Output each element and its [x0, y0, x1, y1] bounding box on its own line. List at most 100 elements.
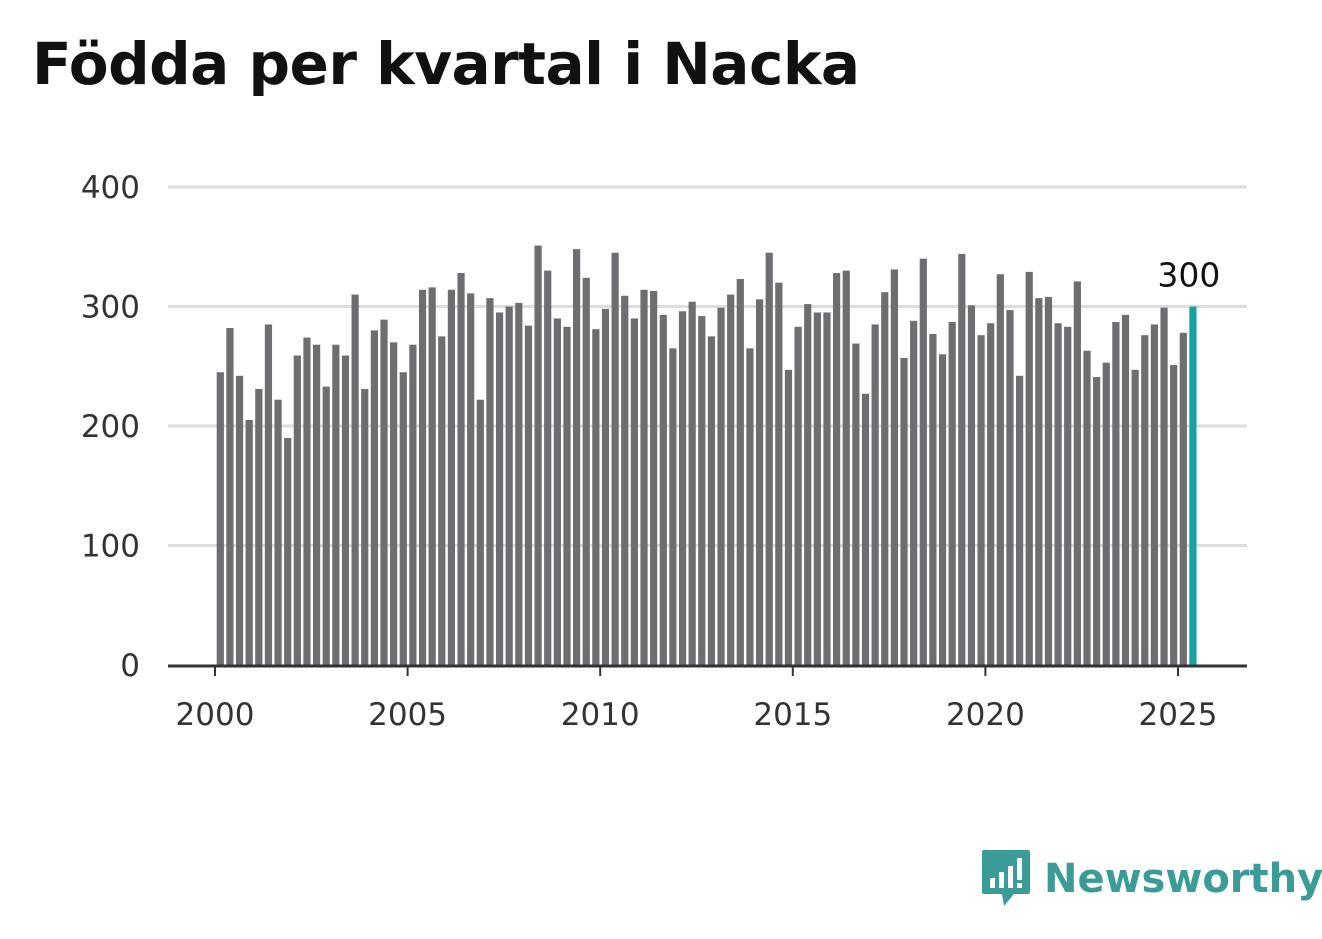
bar	[688, 301, 696, 665]
bar	[573, 249, 581, 665]
bar	[1073, 281, 1081, 665]
bar	[322, 386, 330, 665]
bar	[553, 318, 561, 665]
bar	[515, 302, 523, 665]
x-tick-label-2010: 2010	[561, 697, 640, 733]
bar	[659, 314, 667, 665]
bar	[428, 287, 436, 665]
bar	[621, 295, 629, 665]
y-tick-label-400: 400	[81, 170, 140, 206]
y-tick-label-200: 200	[81, 409, 140, 445]
bar	[1160, 307, 1168, 665]
bar	[987, 323, 995, 665]
bar	[996, 274, 1004, 665]
bar	[303, 337, 311, 665]
x-tick-label-2025: 2025	[1139, 697, 1218, 733]
bar	[1025, 271, 1033, 665]
bar	[467, 293, 475, 665]
bar	[1141, 335, 1149, 665]
bar	[351, 294, 359, 665]
latest-value-label: 300	[1157, 256, 1220, 295]
bar	[447, 289, 456, 665]
bar	[274, 399, 282, 665]
bar	[746, 348, 754, 665]
bar	[775, 282, 783, 665]
bar	[457, 273, 465, 665]
bar	[1131, 369, 1139, 665]
bar	[534, 245, 542, 665]
bar	[707, 336, 716, 665]
bar	[438, 336, 446, 665]
bar	[650, 290, 658, 665]
y-tick-label-300: 300	[81, 290, 140, 326]
bar	[1015, 375, 1024, 665]
bar	[601, 308, 610, 665]
bar	[312, 344, 321, 665]
bar	[929, 333, 937, 665]
bar	[1121, 314, 1130, 665]
bar	[717, 307, 725, 665]
bar	[938, 354, 947, 665]
bar	[1102, 362, 1110, 665]
bar	[264, 324, 273, 665]
bar	[784, 369, 793, 665]
bar	[495, 312, 504, 665]
bar	[881, 292, 889, 665]
bar	[235, 375, 244, 665]
bar	[804, 304, 812, 665]
brand-logo: Newsworthy	[980, 848, 1322, 910]
y-axis-labels: 0 100 200 300 400	[81, 170, 140, 684]
x-axis-ticks	[214, 665, 1179, 676]
bar	[1044, 296, 1053, 665]
bar	[505, 306, 513, 665]
x-tick-label-2005: 2005	[368, 697, 447, 733]
bar	[910, 320, 918, 665]
bar	[380, 319, 388, 665]
bar	[871, 324, 879, 665]
bar	[1083, 350, 1091, 665]
bar	[332, 344, 340, 665]
bar	[813, 312, 821, 665]
bar	[592, 329, 600, 665]
bar	[226, 328, 234, 665]
bar	[1179, 332, 1187, 665]
bar	[1150, 324, 1159, 665]
bar	[823, 312, 831, 665]
bar	[1006, 310, 1014, 665]
bar	[630, 318, 638, 665]
bar	[698, 316, 706, 665]
bar	[245, 420, 253, 665]
bar	[524, 325, 533, 665]
bar	[727, 294, 735, 665]
bar	[833, 273, 841, 665]
bar	[486, 298, 494, 665]
bar	[409, 344, 417, 665]
y-tick-label-100: 100	[81, 529, 140, 565]
bar	[958, 253, 966, 666]
bar	[284, 437, 292, 665]
bar	[1064, 326, 1072, 665]
brand-name: Newsworthy	[1044, 856, 1322, 902]
bar	[977, 335, 985, 665]
x-tick-label-2000: 2000	[176, 697, 255, 733]
bar	[563, 326, 571, 665]
bar	[216, 372, 224, 665]
bar	[1093, 377, 1101, 665]
bar-chart: 0 100 200 300 400 2000 2005 2010 2015 2020 2025 3…	[81, 170, 1247, 733]
bar	[582, 277, 590, 665]
bar	[390, 342, 398, 665]
bar	[669, 348, 677, 665]
bar	[755, 299, 764, 665]
bar	[418, 289, 427, 665]
bars	[216, 245, 1197, 666]
bar	[794, 326, 802, 665]
newsworthy-logo-icon	[982, 850, 1030, 906]
bar	[1054, 323, 1062, 665]
bar	[765, 252, 773, 665]
y-tick-label-0: 0	[120, 648, 140, 684]
bar	[900, 357, 908, 665]
bar	[293, 355, 301, 665]
bar	[948, 322, 956, 665]
bar	[736, 279, 744, 665]
bar	[919, 258, 927, 665]
